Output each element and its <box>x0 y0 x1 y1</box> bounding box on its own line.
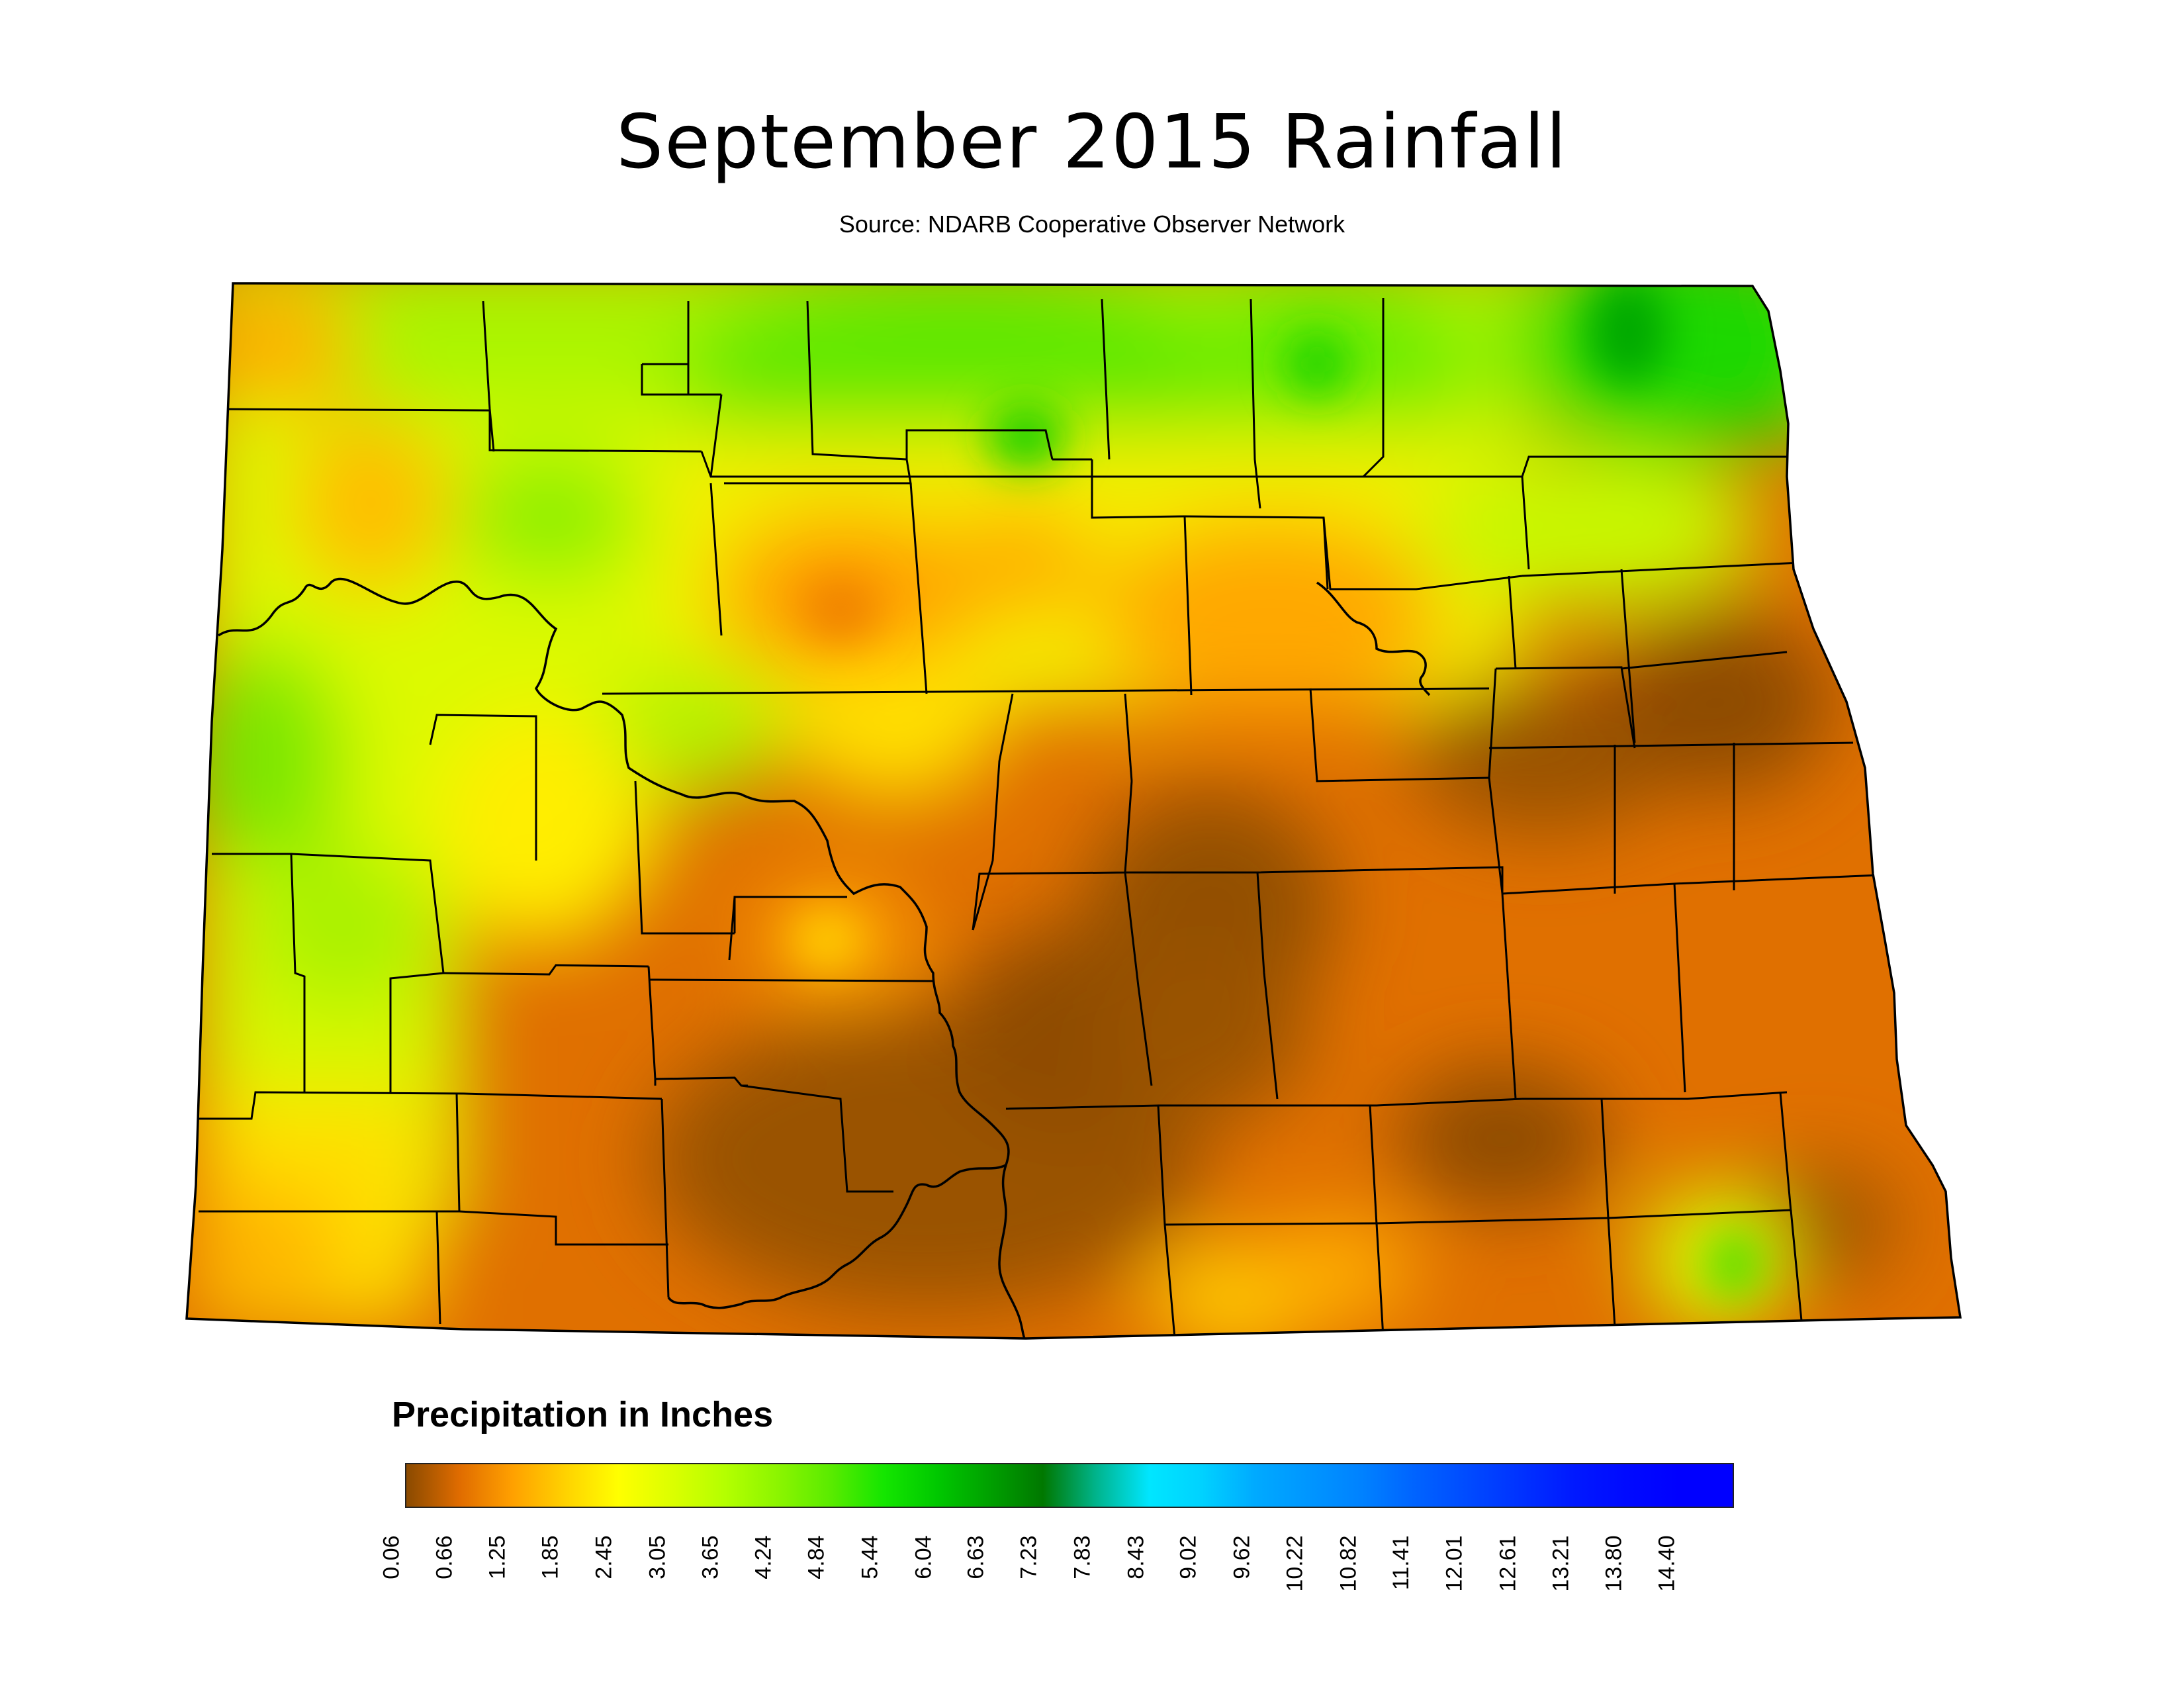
legend-tick-text: 1.25 <box>484 1535 510 1579</box>
legend-tick-text: 5.44 <box>857 1535 883 1579</box>
legend-tick-label: 10.82 <box>1336 1523 1362 1615</box>
legend-tick-label: 0.06 <box>379 1523 405 1615</box>
county-boundaries <box>199 298 1880 1338</box>
legend-tick-label: 4.84 <box>803 1523 830 1615</box>
legend-tick-label: 13.21 <box>1548 1523 1574 1615</box>
legend-tick-text: 0.66 <box>432 1535 458 1579</box>
legend-tick-text: 13.21 <box>1548 1535 1574 1592</box>
legend-tick-label: 14.40 <box>1654 1523 1680 1615</box>
legend-tick-label: 1.25 <box>484 1523 511 1615</box>
legend-tick-text: 14.40 <box>1654 1535 1680 1592</box>
legend-tick-label: 12.01 <box>1441 1523 1468 1615</box>
map-subtitle: Source: NDARB Cooperative Observer Netwo… <box>839 211 1345 238</box>
legend-tick-label: 0.66 <box>432 1523 459 1615</box>
legend-tick-text: 3.65 <box>698 1535 723 1579</box>
legend-tick-label: 12.61 <box>1495 1523 1522 1615</box>
precipitation-field <box>187 283 1960 1338</box>
legend-tick-text: 6.04 <box>911 1535 936 1579</box>
legend-tick-text: 1.85 <box>538 1535 564 1579</box>
missouri-river <box>218 577 1431 1338</box>
legend-tick-label: 7.23 <box>1017 1523 1043 1615</box>
legend-tick-label: 5.44 <box>857 1523 884 1615</box>
legend-tick-text: 4.24 <box>751 1535 776 1579</box>
legend-tick-label: 13.80 <box>1601 1523 1627 1615</box>
legend-tick-text: 0.06 <box>379 1535 404 1579</box>
legend-tick-text: 8.43 <box>1123 1535 1149 1579</box>
legend-tick-label: 1.85 <box>538 1523 565 1615</box>
legend-tick-label: 9.62 <box>1229 1523 1255 1615</box>
legend-tick-text: 3.05 <box>645 1535 670 1579</box>
legend-tick-label: 9.02 <box>1175 1523 1202 1615</box>
legend-tick-text: 4.84 <box>803 1535 829 1579</box>
legend-color-bar <box>405 1463 1734 1508</box>
legend-tick-text: 7.83 <box>1069 1535 1095 1579</box>
legend-tick-text: 9.02 <box>1175 1535 1201 1579</box>
state-outline <box>185 282 1962 1340</box>
legend-tick-label: 10.22 <box>1283 1523 1309 1615</box>
legend-tick-label: 2.45 <box>591 1523 617 1615</box>
legend-tick-text: 12.01 <box>1441 1535 1467 1592</box>
legend-tick-label: 3.65 <box>698 1523 725 1615</box>
legend-tick-label: 11.41 <box>1388 1523 1414 1615</box>
map-title: September 2015 Rainfall <box>616 99 1568 185</box>
legend-tick-label: 6.04 <box>911 1523 937 1615</box>
legend-tick-label: 6.63 <box>963 1523 989 1615</box>
legend-tick-label: 4.24 <box>751 1523 777 1615</box>
legend-tick-text: 7.23 <box>1017 1535 1042 1579</box>
legend-tick-text: 9.62 <box>1229 1535 1255 1579</box>
legend-title: Precipitation in Inches <box>392 1395 774 1434</box>
legend-tick-text: 10.82 <box>1336 1535 1361 1592</box>
legend-tick-label: 3.05 <box>645 1523 671 1615</box>
legend-tick-text: 12.61 <box>1495 1535 1521 1592</box>
legend-tick-text: 10.22 <box>1283 1535 1308 1592</box>
legend-tick-label: 8.43 <box>1123 1523 1150 1615</box>
legend-tick-label: 7.83 <box>1069 1523 1096 1615</box>
legend-tick-text: 11.41 <box>1388 1535 1414 1591</box>
legend-tick-text: 2.45 <box>591 1535 617 1579</box>
legend-tick-text: 13.80 <box>1601 1535 1627 1592</box>
legend-tick-text: 6.63 <box>963 1535 989 1579</box>
